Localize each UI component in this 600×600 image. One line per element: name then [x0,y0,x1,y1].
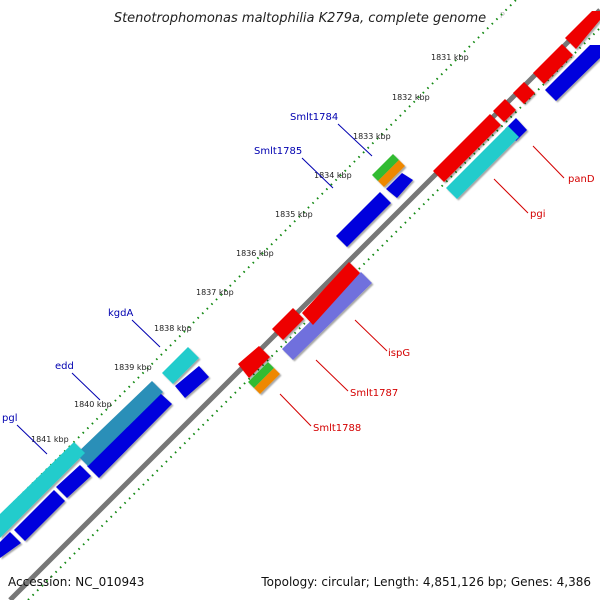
gene-arrow-red[interactable] [272,308,304,340]
gene-arrow-blue[interactable] [175,366,209,398]
map-title: Stenotrophomonas maltophilia K279a, comp… [114,11,486,26]
gene-arrow-blue[interactable] [0,532,21,558]
leader-line [315,359,349,392]
gene-arrow-red[interactable] [238,346,270,378]
gene-arrow-cyan[interactable] [0,442,85,538]
gene-arrow-blue[interactable] [505,118,527,141]
gene-label-kgda[interactable]: kgdA [108,308,133,319]
tick-label: 1831 kbp [431,53,469,62]
gene-label-smlt1784[interactable]: Smlt1784 [290,112,338,123]
leader-line [279,393,312,427]
leader-line [131,319,161,348]
tick-label: 1840 kbp [74,400,112,409]
outer-tick-ruler [0,0,518,517]
gene-arrow-blue[interactable] [14,490,65,541]
gene-arrow-red[interactable] [302,262,360,325]
gene-arrow-orange[interactable] [254,368,280,394]
gene-label-pgi[interactable]: pgi [530,209,545,220]
tick-label: 1836 kbp [236,249,274,258]
gene-arrow-orange[interactable] [378,160,405,187]
leader-line [354,319,388,352]
leader-line [301,157,334,189]
gene-arrow-cyan[interactable] [76,381,163,466]
gene-arrow-green[interactable] [248,362,274,388]
genome-summary-text: Topology: circular; Length: 4,851,126 bp… [260,575,591,589]
leader-line [16,424,48,455]
tick-label: 1834 kbp [314,171,352,180]
gene-label-pand[interactable]: panD [568,174,595,185]
leader-line [532,145,565,179]
gene-label-smlt1788[interactable]: Smlt1788 [313,423,361,434]
gene-arrow-blue[interactable] [545,45,600,101]
gene-label-pgl[interactable]: pgl [2,413,17,424]
tick-label: 1833 kbp [353,132,391,141]
leader-line [493,178,529,214]
watermark: P [500,11,505,20]
gene-arrow-purple[interactable] [282,272,372,360]
gene-arrow-blue[interactable] [87,393,172,478]
gene-arrow-cyan[interactable] [446,126,519,199]
gene-arrow-red[interactable] [565,11,600,49]
gene-arrow-red[interactable] [493,99,516,122]
gene-arrow-blue[interactable] [386,173,413,198]
gene-label-edd[interactable]: edd [55,361,74,372]
gene-label-smlt1787[interactable]: Smlt1787 [350,388,398,399]
tick-label: 1839 kbp [114,363,152,372]
tick-label: 1832 kbp [392,93,430,102]
gene-arrow-blue[interactable] [336,192,391,247]
gene-label-smlt1785[interactable]: Smlt1785 [254,146,302,157]
gene-arrow-blue[interactable] [56,465,91,498]
tick-label: 1838 kbp [154,324,192,333]
tick-label: 1835 kbp [275,210,313,219]
gene-arrow-red[interactable] [513,82,535,104]
tick-label: 1837 kbp [196,288,234,297]
leader-line [71,372,101,401]
accession-text: Accession: NC_010943 [8,575,144,589]
gene-label-ispg[interactable]: ispG [388,348,410,359]
genome-backbone [8,8,600,600]
gene-arrow-red[interactable] [433,114,501,182]
leader-line [337,123,373,157]
gene-arrow-cyan[interactable] [162,347,199,384]
gene-arrow-red[interactable] [533,44,573,84]
tick-label: 1841 kbp [31,435,69,444]
gene-arrow-green[interactable] [372,154,399,181]
